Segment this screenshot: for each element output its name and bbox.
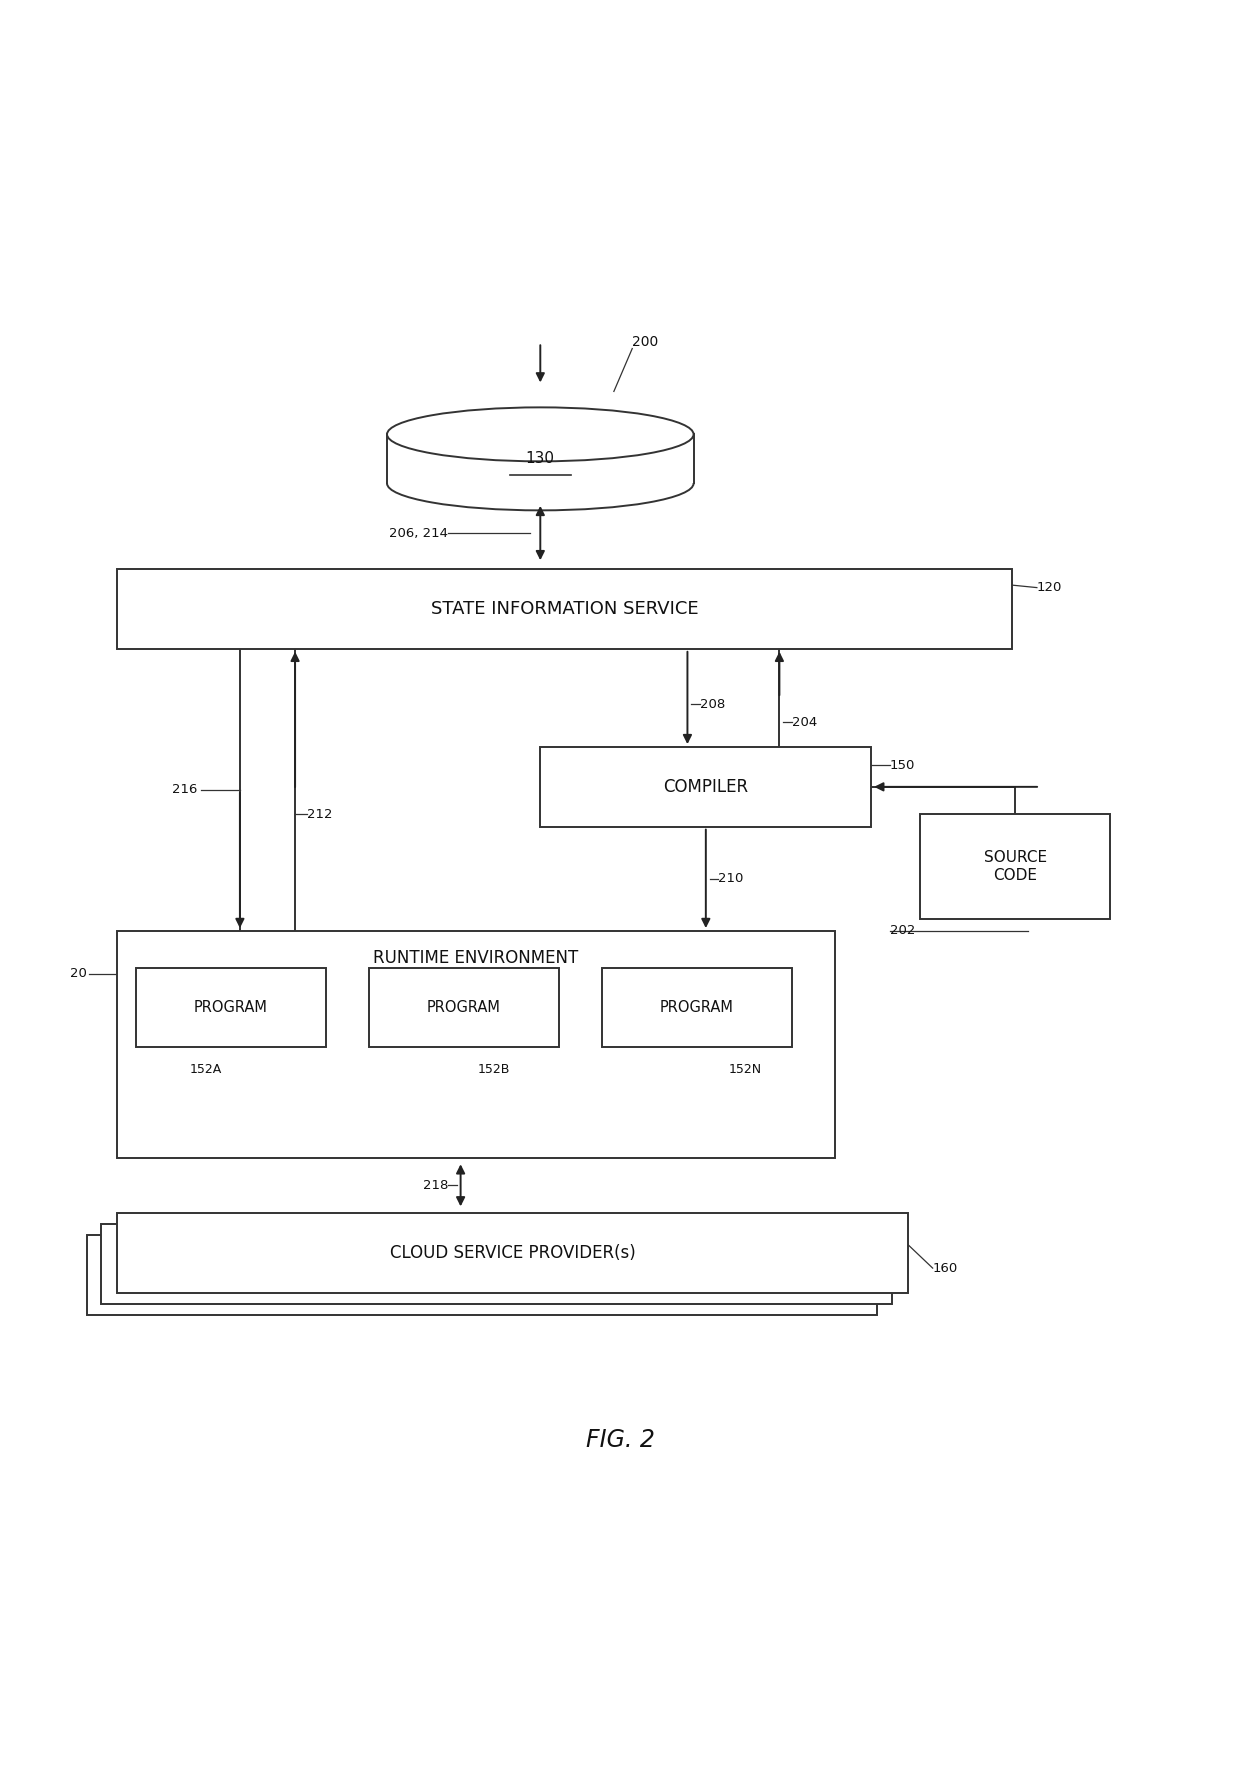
Bar bbox=[387, 435, 693, 483]
Text: 212: 212 bbox=[308, 808, 332, 821]
Text: PROGRAM: PROGRAM bbox=[193, 1000, 268, 1016]
Text: 208: 208 bbox=[699, 698, 725, 710]
Ellipse shape bbox=[387, 456, 693, 510]
Text: 130: 130 bbox=[526, 451, 554, 467]
Text: 206, 214: 206, 214 bbox=[389, 526, 449, 540]
Text: 152B: 152B bbox=[479, 1064, 511, 1076]
Text: 200: 200 bbox=[632, 336, 658, 350]
Text: 152N: 152N bbox=[729, 1064, 763, 1076]
FancyBboxPatch shape bbox=[920, 815, 1111, 918]
FancyBboxPatch shape bbox=[601, 968, 791, 1048]
Text: PROGRAM: PROGRAM bbox=[427, 1000, 501, 1016]
Text: PROGRAM: PROGRAM bbox=[660, 1000, 734, 1016]
Text: RUNTIME ENVIRONMENT: RUNTIME ENVIRONMENT bbox=[373, 948, 579, 966]
Text: STATE INFORMATION SERVICE: STATE INFORMATION SERVICE bbox=[432, 600, 698, 618]
FancyBboxPatch shape bbox=[118, 1213, 908, 1293]
FancyBboxPatch shape bbox=[135, 968, 326, 1048]
FancyBboxPatch shape bbox=[368, 968, 559, 1048]
Text: 152A: 152A bbox=[190, 1064, 222, 1076]
Text: 216: 216 bbox=[171, 783, 197, 796]
Text: CLOUD SERVICE PROVIDER(s): CLOUD SERVICE PROVIDER(s) bbox=[389, 1243, 636, 1261]
FancyBboxPatch shape bbox=[87, 1234, 878, 1314]
Text: 120: 120 bbox=[1037, 581, 1063, 595]
FancyBboxPatch shape bbox=[118, 570, 1012, 648]
Text: 218: 218 bbox=[423, 1179, 449, 1192]
FancyBboxPatch shape bbox=[102, 1224, 893, 1304]
FancyBboxPatch shape bbox=[541, 748, 872, 826]
Text: 160: 160 bbox=[932, 1261, 959, 1275]
Text: 150: 150 bbox=[890, 758, 915, 773]
Text: 204: 204 bbox=[791, 716, 817, 728]
Text: 20: 20 bbox=[69, 968, 87, 980]
Ellipse shape bbox=[387, 407, 693, 462]
Text: 202: 202 bbox=[890, 925, 915, 938]
Text: 210: 210 bbox=[718, 872, 744, 884]
Text: FIG. 2: FIG. 2 bbox=[585, 1428, 655, 1451]
Text: SOURCE
CODE: SOURCE CODE bbox=[983, 851, 1047, 883]
FancyBboxPatch shape bbox=[118, 931, 835, 1158]
Text: COMPILER: COMPILER bbox=[663, 778, 749, 796]
